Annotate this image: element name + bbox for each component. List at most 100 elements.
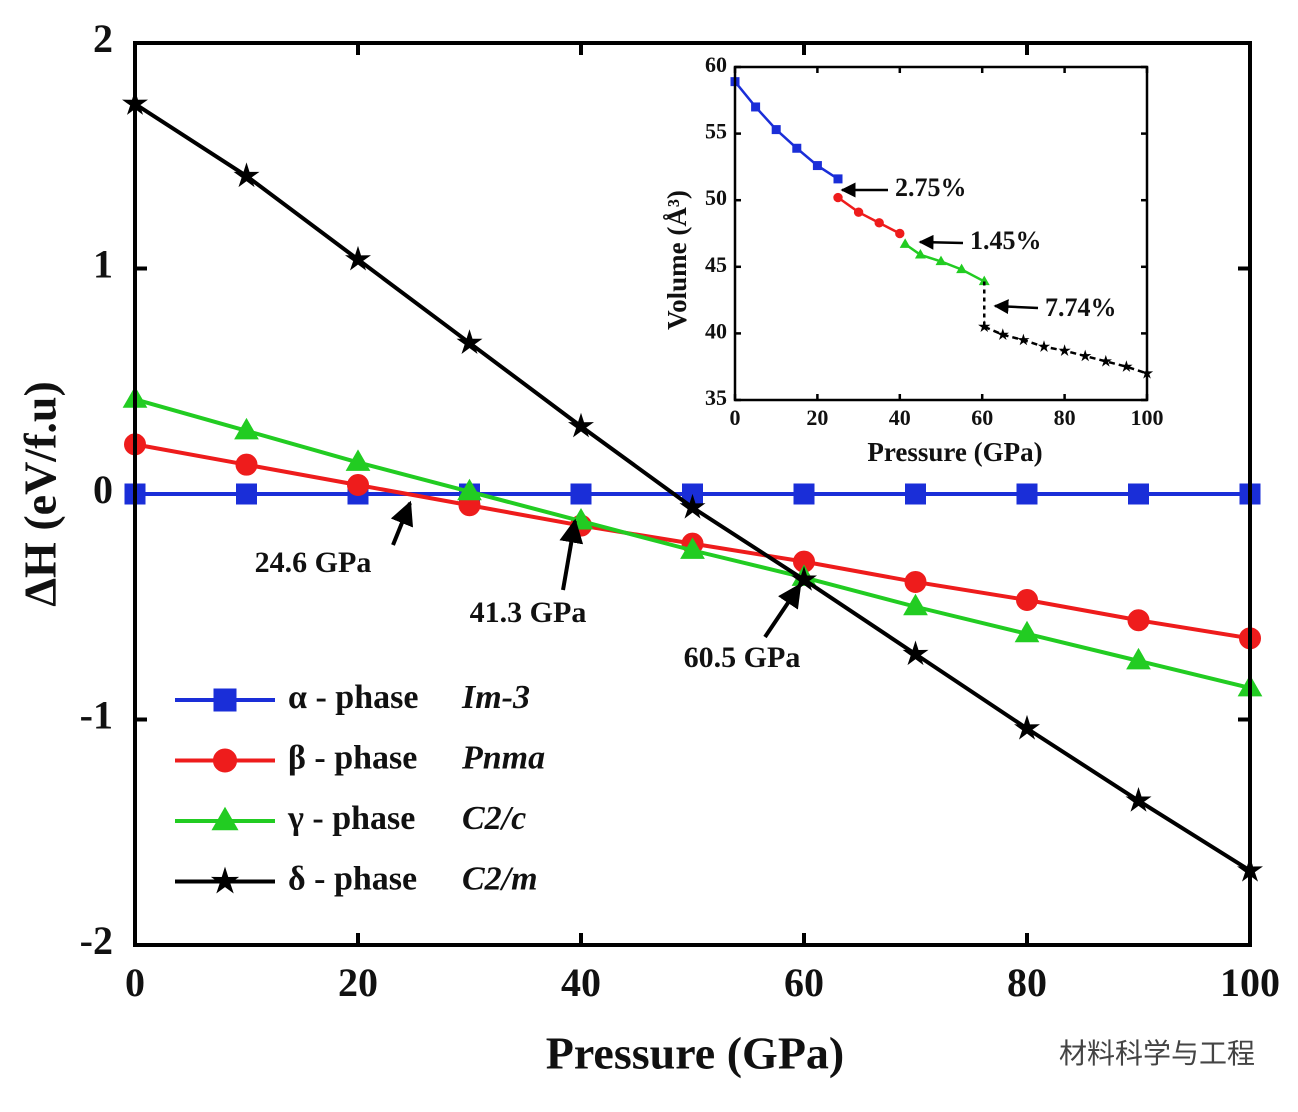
watermark: 材料科学与工程 [1059,1037,1255,1070]
annotation-arrow [918,234,964,250]
marker [1016,483,1038,505]
marker [234,417,259,440]
x-tick-label: 20 [338,960,378,1005]
marker [935,255,947,266]
marker [679,493,706,519]
legend-phase: Im-3 [461,679,530,716]
x-tick-label: 0 [125,960,145,1005]
legend-phase: C2/c [462,800,526,837]
marker [1128,483,1149,505]
legend-label: β - phase [288,739,417,776]
marker [457,478,482,501]
x-axis-label: Pressure (GPa) [867,437,1042,467]
marker [1014,620,1040,643]
marker [1127,609,1150,632]
legend-phase: C2/m [462,860,538,897]
y-tick-label: 50 [705,185,727,210]
legend-label: δ - phase [288,860,417,897]
y-tick-label: 60 [705,52,727,77]
marker [792,143,802,153]
marker [751,102,761,112]
y-tick-label: -2 [80,918,113,963]
x-tick-label: 0 [730,405,741,430]
inset-background [735,67,1147,400]
x-tick-label: 80 [1054,405,1076,430]
marker [853,207,864,217]
y-tick-label: 35 [705,385,727,410]
marker [210,866,240,894]
marker [568,412,594,438]
marker [345,449,371,471]
x-tick-label: 20 [806,405,828,430]
annotation: 7.74% [1045,293,1117,322]
marker [1017,333,1030,346]
legend-label: α - phase [288,679,418,716]
marker [812,161,822,171]
marker [904,570,927,593]
annotation-arrow [763,583,802,639]
marker [903,593,928,616]
marker [902,640,929,666]
marker [1126,647,1151,670]
x-tick-label: 60 [784,960,824,1005]
marker [996,328,1009,340]
series-line [837,196,901,235]
marker [345,245,371,271]
y-tick-label: 45 [705,252,727,277]
marker [212,748,238,773]
marker [793,483,815,505]
marker [1079,349,1092,362]
plot-frame [133,41,1252,947]
marker [456,329,483,354]
x-tick-label: 60 [971,405,993,430]
annotation-arrow [993,299,1039,315]
marker [978,320,991,332]
marker [895,228,905,239]
marker [1099,354,1112,367]
marker [1016,588,1038,611]
legend-phase: Pnma [461,739,545,776]
y-axis-label: Volume (Å³) [662,190,692,330]
y-tick-label: 1 [93,242,113,287]
x-tick-label: 100 [1131,405,1164,430]
marker [1058,344,1071,356]
marker [1125,787,1152,812]
marker [570,483,592,505]
marker [791,566,817,591]
marker [833,174,843,184]
y-tick-label: 0 [93,467,113,512]
marker [874,218,884,228]
marker [1014,714,1040,740]
y-tick-label: 40 [705,318,727,343]
legend-label: γ - phase [287,800,415,837]
annotation-arrow [390,500,414,546]
annotation: 1.45% [970,226,1042,255]
annotation: 24.6 GPa [255,546,372,579]
marker [833,192,843,203]
marker [211,806,239,831]
marker [347,473,369,496]
marker [771,125,781,135]
marker [914,249,926,259]
y-axis-label: ΔH (eV/f.u) [15,381,66,607]
y-tick-label: 2 [93,16,113,61]
marker [1037,340,1051,352]
marker [236,483,257,505]
marker [233,162,260,188]
marker [213,688,237,712]
annotation: 60.5 GPa [684,641,801,674]
x-axis-label: Pressure (GPa) [546,1028,845,1079]
y-tick-label: 55 [705,119,727,144]
x-tick-label: 40 [889,405,911,430]
y-tick-label: -1 [80,693,113,738]
x-tick-label: 80 [1007,960,1047,1005]
plot-frame [733,65,1149,402]
annotation: 2.75% [895,173,967,202]
marker [1120,360,1133,372]
marker [905,483,926,505]
marker [899,238,911,248]
annotation: 41.3 GPa [470,596,587,629]
marker [235,453,258,476]
x-tick-label: 40 [561,960,601,1005]
